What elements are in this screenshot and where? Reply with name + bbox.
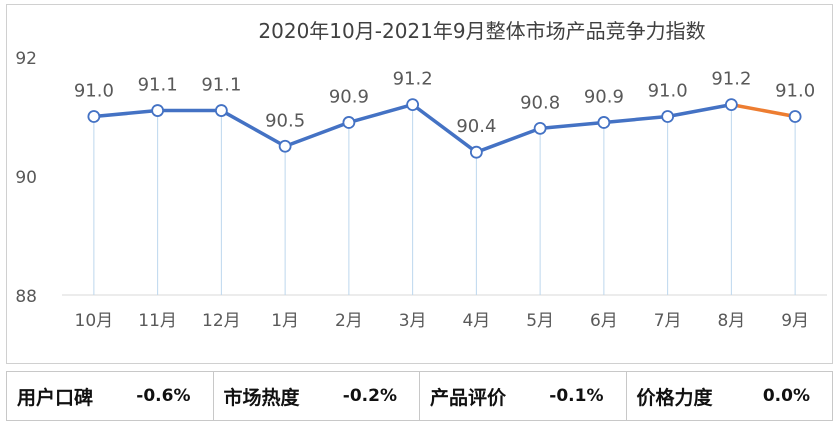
metrics-summary: 用户口碑 -0.6% 市场热度 -0.2% 产品评价 -0.1% 价格力度 0.… xyxy=(6,371,833,421)
x-tick-label: 10月 xyxy=(75,311,114,331)
metric-product-review: 产品评价 -0.1% xyxy=(420,372,627,420)
y-tick-label: 88 xyxy=(15,287,37,307)
metric-value: -0.2% xyxy=(342,386,397,406)
x-tick-label: 2月 xyxy=(335,311,363,331)
metric-value: -0.1% xyxy=(549,386,604,406)
data-point xyxy=(214,104,228,117)
metric-label: 用户口碑 xyxy=(17,386,94,409)
x-tick-label: 6月 xyxy=(590,311,618,331)
metric-price-strength: 价格力度 0.0% xyxy=(627,372,833,420)
x-tick-label: 1月 xyxy=(271,311,299,331)
data-label: 91.0 xyxy=(74,81,114,102)
data-point xyxy=(788,110,802,123)
x-tick-label: 9月 xyxy=(781,311,809,331)
x-tick-label: 11月 xyxy=(138,311,177,331)
chart-frame: 2020年10月-2021年9月整体市场产品竞争力指数 88 90 92 10月 11月… xyxy=(6,4,833,364)
data-label: 91.0 xyxy=(648,81,688,102)
line-chart: 2020年10月-2021年9月整体市场产品竞争力指数 88 90 92 10月 11月… xyxy=(15,19,827,331)
x-tick-label: 12月 xyxy=(202,311,241,331)
data-point xyxy=(406,98,420,111)
metric-value: 0.0% xyxy=(762,386,810,406)
data-label: 91.0 xyxy=(775,81,815,102)
x-tick-label: 7月 xyxy=(654,311,682,331)
metric-label: 产品评价 xyxy=(430,386,507,409)
data-point xyxy=(342,116,356,129)
data-label: 90.5 xyxy=(265,110,305,131)
metric-market-heat: 市场热度 -0.2% xyxy=(214,372,420,420)
data-point xyxy=(87,110,101,123)
data-label: 91.1 xyxy=(138,75,178,96)
metric-value: -0.6% xyxy=(136,386,191,406)
metric-user-reputation: 用户口碑 -0.6% xyxy=(7,372,214,420)
y-tick-label: 92 xyxy=(15,49,37,69)
chart-title: 2020年10月-2021年9月整体市场产品竞争力指数 xyxy=(258,19,705,43)
data-point xyxy=(278,139,292,153)
data-point xyxy=(533,122,547,135)
data-point xyxy=(597,116,611,129)
data-label: 90.9 xyxy=(329,86,369,107)
data-label: 91.1 xyxy=(201,75,241,96)
x-tick-label: 4月 xyxy=(462,311,490,331)
data-point xyxy=(469,145,483,159)
data-point xyxy=(661,110,675,123)
metric-label: 价格力度 xyxy=(636,386,713,409)
metric-label: 市场热度 xyxy=(223,386,300,409)
series-last-segment xyxy=(729,102,797,119)
y-tick-label: 90 xyxy=(15,168,37,188)
x-tick-label: 8月 xyxy=(717,311,745,331)
data-label: 91.2 xyxy=(393,69,433,90)
data-label: 90.8 xyxy=(520,92,560,113)
data-label: 90.9 xyxy=(584,86,624,107)
x-tick-label: 5月 xyxy=(526,311,554,331)
data-label: 90.4 xyxy=(456,116,496,137)
data-label: 91.2 xyxy=(711,69,751,90)
x-tick-label: 3月 xyxy=(399,311,427,331)
data-point xyxy=(724,98,738,111)
data-point xyxy=(151,104,165,117)
